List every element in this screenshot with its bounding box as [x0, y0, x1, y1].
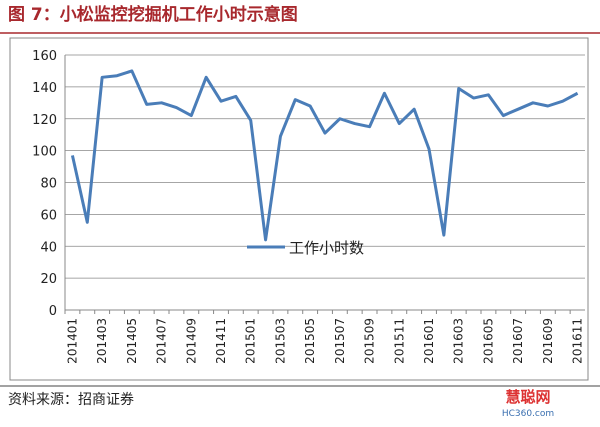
- x-tick-label: 201409: [184, 318, 198, 364]
- y-tick-label: 140: [32, 81, 57, 96]
- x-tick-label: 201401: [65, 318, 79, 364]
- x-tick-label: 201411: [214, 318, 228, 364]
- watermark: 慧聪网: [505, 388, 550, 406]
- x-tick-label: 201407: [155, 318, 169, 364]
- source: 资料来源：招商证券: [8, 392, 134, 408]
- y-tick-label: 100: [32, 145, 57, 160]
- chart-frame: [9, 37, 589, 381]
- y-tick-label: 60: [40, 208, 57, 223]
- x-tick-label: 201501: [244, 318, 258, 364]
- x-tick-label: 201605: [481, 318, 495, 364]
- series-line: [70, 69, 579, 242]
- legend-label: 工作小时数: [289, 239, 364, 257]
- x-tick-label: 201601: [422, 318, 436, 364]
- y-tick-label: 120: [32, 113, 57, 128]
- x-tick-label: 201507: [333, 318, 347, 364]
- y-tick-label: 160: [32, 49, 57, 64]
- x-tick-label: 201609: [541, 318, 555, 364]
- x-tick-label: 201611: [571, 318, 585, 364]
- y-tick-label: 40: [40, 240, 57, 255]
- x-tick-label: 201603: [452, 318, 466, 364]
- x-tick-label: 201405: [125, 318, 139, 364]
- y-tick-label: 80: [40, 177, 57, 192]
- x-tick-label: 201503: [273, 318, 287, 364]
- x-tick-label: 201509: [363, 318, 377, 364]
- y-tick-label: 20: [40, 272, 57, 287]
- watermark-sub: HC360.com: [502, 409, 554, 419]
- x-tick-label: 201511: [392, 318, 406, 364]
- x-tick-label: 201403: [95, 318, 109, 364]
- x-tick-label: 201607: [511, 318, 525, 364]
- chart-title: 图 7：小松监控挖掘机工作小时示意图: [8, 4, 298, 25]
- y-tick-label: 0: [49, 304, 57, 319]
- x-tick-label: 201505: [303, 318, 317, 364]
